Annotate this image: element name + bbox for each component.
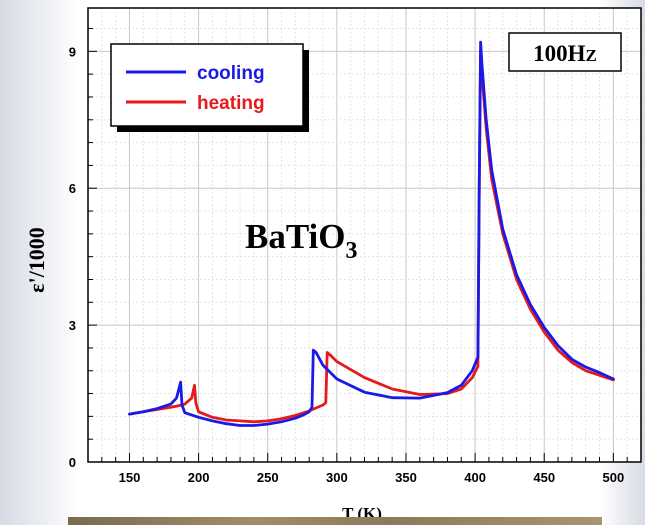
y-tick-label: 3 xyxy=(69,318,76,333)
legend-box xyxy=(110,43,304,127)
legend-label-cooling: cooling xyxy=(197,63,265,84)
x-tick-label: 350 xyxy=(395,470,417,485)
frequency-annotation: 100HZ xyxy=(508,32,622,72)
y-tick-label: 0 xyxy=(69,455,76,470)
x-tick-label: 200 xyxy=(188,470,210,485)
x-tick-label: 500 xyxy=(602,470,624,485)
x-tick-label: 400 xyxy=(464,470,486,485)
x-tick-label: 150 xyxy=(119,470,141,485)
material-subscript: 3 xyxy=(346,238,358,264)
x-tick-label: 250 xyxy=(257,470,279,485)
y-axis-label: ε'/1000 xyxy=(24,227,49,293)
frequency-label: 100H xyxy=(533,41,586,66)
photo-strip xyxy=(68,517,602,525)
legend: cooling heating xyxy=(110,43,309,132)
y-tick-label: 9 xyxy=(69,44,76,59)
y-tick-label: 6 xyxy=(69,181,76,196)
series-line-cooling xyxy=(128,40,615,427)
legend-label-heating: heating xyxy=(197,93,265,114)
svg-text:100HZ: 100HZ xyxy=(533,41,597,66)
frequency-label-small: Z xyxy=(586,46,597,65)
material-label: BaTiO3 xyxy=(245,217,358,264)
frequency-box xyxy=(508,32,622,72)
material-formula: BaTiO xyxy=(245,217,346,256)
series-layer xyxy=(128,40,615,427)
x-tick-label: 300 xyxy=(326,470,348,485)
plot-frame xyxy=(87,7,642,463)
x-tick-label: 450 xyxy=(533,470,555,485)
axis-ticks: 150 200 250 300 350 400 450 500 0 3 6 9 xyxy=(69,28,628,485)
